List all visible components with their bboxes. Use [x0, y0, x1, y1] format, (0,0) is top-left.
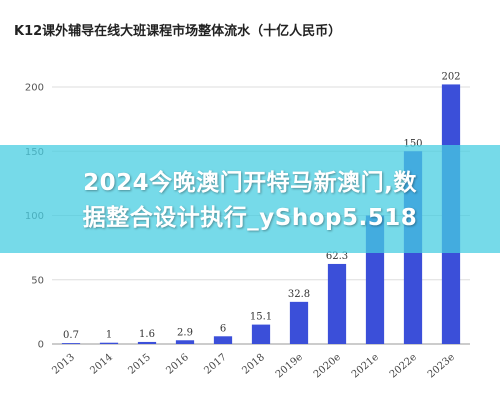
x-tick-label: 2015	[126, 352, 153, 377]
overlay-line-2: 据整合设计执行_yShop5.518	[82, 205, 418, 231]
bar	[289, 301, 309, 344]
x-tick-label: 2016	[164, 352, 191, 377]
bar	[327, 263, 347, 344]
x-tick-label: 2018	[240, 352, 267, 377]
bar-value-label: 15.1	[250, 312, 272, 323]
bar	[61, 343, 81, 344]
bar-value-label: 1	[106, 330, 112, 341]
y-tick-label: 200	[25, 83, 44, 94]
bar-value-label: 202	[441, 71, 460, 82]
bar-value-label: 0.7	[63, 330, 79, 341]
bar	[251, 324, 271, 344]
x-tick-label: 2019e	[274, 352, 305, 381]
bar-value-label: 1.6	[139, 329, 155, 340]
bar-value-label: 62.3	[326, 251, 348, 262]
bar-value-label: 32.8	[288, 289, 310, 300]
overlay-text: 2024今晚澳门开特马新澳门,数 据整合设计执行_yShop5.518	[0, 166, 500, 236]
x-tick-label: 2020e	[312, 352, 343, 381]
bar-value-label: 6	[220, 323, 226, 334]
x-tick-label: 2023e	[426, 352, 457, 381]
bar	[213, 336, 233, 344]
x-axis-labels: 2013 2014 2015 2016 2017 2018 2019e 2020e 2021e 2…	[50, 352, 457, 381]
bar-value-label: 2.9	[177, 327, 193, 338]
x-tick-label: 2013	[50, 352, 77, 377]
x-tick-label: 2014	[88, 352, 115, 377]
overlay-line-1: 2024今晚澳门开特马新澳门,数	[83, 170, 417, 196]
bar	[137, 341, 157, 344]
y-tick-label: 0	[38, 340, 44, 351]
chart-title: K12课外辅导在线大班课程市场整体流水（十亿人民币）	[14, 24, 342, 39]
x-tick-label: 2022e	[388, 352, 419, 381]
bar	[175, 340, 195, 344]
x-tick-label: 2017	[202, 352, 229, 377]
bar-value-label: 150	[403, 138, 422, 149]
y-tick-label: 50	[31, 275, 44, 286]
x-tick-label: 2021e	[350, 352, 381, 381]
bar	[99, 342, 119, 344]
overlay-banner	[0, 145, 500, 253]
